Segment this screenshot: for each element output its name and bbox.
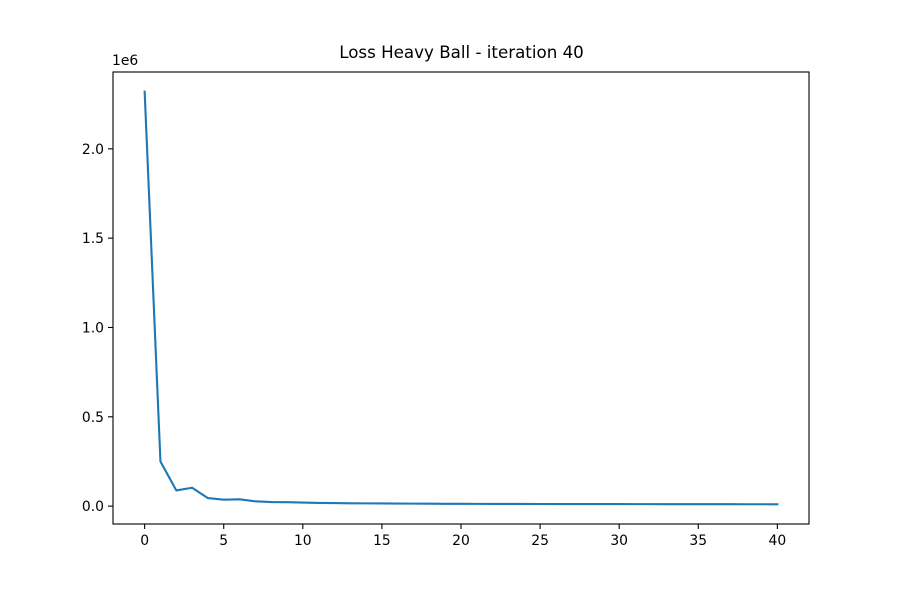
y-axis-offset-label: 1e6 — [112, 53, 138, 69]
x-tick-label: 20 — [452, 533, 470, 549]
y-tick-label: 1.0 — [82, 320, 104, 336]
x-tick-label: 40 — [769, 533, 787, 549]
x-tick-label: 0 — [140, 533, 149, 549]
y-tick-label: 0.5 — [82, 410, 104, 426]
chart-title: Loss Heavy Ball - iteration 40 — [339, 42, 584, 62]
x-tick-label: 5 — [219, 533, 228, 549]
series-line-0 — [143, 90, 779, 506]
x-tick-label: 30 — [610, 533, 628, 549]
y-tick-label: 2.0 — [82, 142, 104, 158]
x-tick-label: 35 — [689, 533, 707, 549]
y-tick-label: 1.5 — [82, 231, 104, 247]
x-tick-label: 15 — [373, 533, 391, 549]
plot-area: 0 5 10 15 20 25 30 35 40 0.0 0.5 1.0 1.5 2.0 — [82, 71, 810, 549]
x-tick-label: 10 — [294, 533, 312, 549]
x-tick-label: 25 — [531, 533, 549, 549]
y-tick-label: 0.0 — [82, 499, 104, 515]
